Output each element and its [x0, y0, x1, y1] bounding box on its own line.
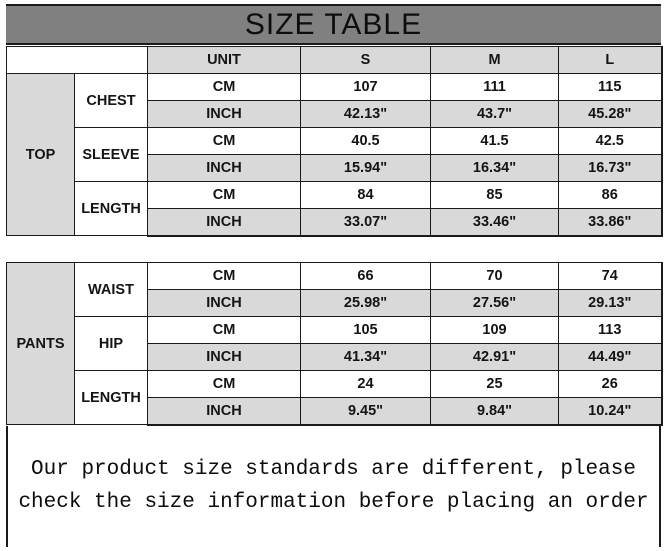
value-cell-s-inch: 25.98" — [300, 289, 431, 317]
table-header-row: UNIT S M L — [6, 46, 663, 74]
unit-cell-cm: CM — [147, 181, 301, 209]
value-cell-l-cm: 113 — [558, 316, 663, 344]
measure-label-waist: WAIST — [74, 262, 148, 317]
header-unit-cell: UNIT — [147, 46, 301, 74]
table-row: INCH 9.45" 9.84" 10.24" — [7, 397, 663, 426]
unit-cell-inch: INCH — [147, 343, 301, 371]
pants-table-body: PANTS WAIST CM 66 70 74 INCH 25.98" 27.56" 29.13"… — [6, 262, 663, 426]
footer-note-line-1: Our product size standards are different… — [31, 457, 636, 481]
value-cell-m-cm: 109 — [430, 316, 559, 344]
value-cell-s-cm: 105 — [300, 316, 431, 344]
value-cell-l-cm: 26 — [558, 370, 663, 398]
page-title: SIZE TABLE — [244, 7, 423, 41]
value-cell-l-inch: 45.28" — [558, 100, 663, 128]
value-cell-l-cm: 42.5 — [558, 127, 663, 155]
value-cell-l-cm: 86 — [558, 181, 663, 209]
value-cell-m-cm: 111 — [430, 73, 559, 101]
value-cell-l-inch: 16.73" — [558, 154, 663, 182]
value-cell-m-inch: 27.56" — [430, 289, 559, 317]
value-cell-s-cm: 84 — [300, 181, 431, 209]
unit-cell-inch: INCH — [147, 397, 301, 426]
table-row: LENGTH CM 24 25 26 — [7, 370, 663, 425]
measure-label-chest: CHEST — [74, 73, 148, 128]
value-cell-m-inch: 33.46" — [430, 208, 559, 237]
table-row: INCH 33.07" 33.46" 33.86" — [7, 208, 663, 237]
footer-note-line-2: check the size information before placin… — [18, 490, 649, 514]
unit-cell-inch: INCH — [147, 154, 301, 182]
value-cell-s-cm: 66 — [300, 262, 431, 290]
measure-label-length: LENGTH — [74, 370, 148, 425]
pants-size-table: PANTS WAIST CM 66 70 74 INCH 25.98" 27.56" 29.13"… — [6, 262, 663, 426]
value-cell-l-cm: 115 — [558, 73, 663, 101]
value-cell-s-cm: 40.5 — [300, 127, 431, 155]
value-cell-l-inch: 44.49" — [558, 343, 663, 371]
table-row: INCH 42.13" 43.7" 45.28" — [7, 100, 663, 128]
unit-cell-inch: INCH — [147, 100, 301, 128]
footer-note: Our product size standards are different… — [6, 426, 661, 547]
group-label-top: TOP — [6, 73, 75, 236]
value-cell-m-inch: 16.34" — [430, 154, 559, 182]
table-row: PANTS WAIST CM 66 70 74 — [6, 262, 663, 425]
header-size-cell-s: S — [300, 46, 431, 74]
value-cell-l-inch: 10.24" — [558, 397, 663, 426]
group-label-pants: PANTS — [6, 262, 75, 425]
measure-label-sleeve: SLEEVE — [74, 127, 148, 182]
table-row: INCH 15.94" 16.34" 16.73" — [7, 154, 663, 182]
top-table-body: UNIT S M L TOP CHEST CM 107 111 115 INCH 42.13" 43.7… — [6, 46, 663, 237]
unit-cell-cm: CM — [147, 370, 301, 398]
value-cell-s-cm: 24 — [300, 370, 431, 398]
value-cell-m-cm: 41.5 — [430, 127, 559, 155]
top-size-table: UNIT S M L TOP CHEST CM 107 111 115 INCH 42.13" 43.7… — [6, 46, 663, 237]
table-row: HIP CM 105 109 113 — [7, 316, 663, 371]
value-cell-m-cm: 85 — [430, 181, 559, 209]
value-cell-s-inch: 42.13" — [300, 100, 431, 128]
unit-cell-inch: INCH — [147, 289, 301, 317]
value-cell-s-cm: 107 — [300, 73, 431, 101]
unit-cell-cm: CM — [147, 316, 301, 344]
table-row: INCH 25.98" 27.56" 29.13" — [7, 289, 663, 317]
page-title-bar: SIZE TABLE — [6, 4, 661, 45]
header-blank-cell — [6, 46, 148, 74]
value-cell-s-inch: 41.34" — [300, 343, 431, 371]
value-cell-m-cm: 70 — [430, 262, 559, 290]
value-cell-m-inch: 9.84" — [430, 397, 559, 426]
table-row: SLEEVE CM 40.5 41.5 42.5 — [7, 127, 663, 182]
value-cell-s-inch: 33.07" — [300, 208, 431, 237]
header-size-cell-m: M — [430, 46, 559, 74]
unit-cell-cm: CM — [147, 127, 301, 155]
value-cell-l-inch: 29.13" — [558, 289, 663, 317]
table-row: LENGTH CM 84 85 86 — [7, 181, 663, 236]
unit-cell-cm: CM — [147, 73, 301, 101]
value-cell-m-inch: 42.91" — [430, 343, 559, 371]
value-cell-l-inch: 33.86" — [558, 208, 663, 237]
table-row: TOP CHEST CM 107 111 115 — [6, 73, 663, 236]
value-cell-m-inch: 43.7" — [430, 100, 559, 128]
header-size-cell-l: L — [558, 46, 663, 74]
value-cell-s-inch: 9.45" — [300, 397, 431, 426]
unit-cell-inch: INCH — [147, 208, 301, 237]
measure-label-length: LENGTH — [74, 181, 148, 236]
value-cell-l-cm: 74 — [558, 262, 663, 290]
unit-cell-cm: CM — [147, 262, 301, 290]
value-cell-s-inch: 15.94" — [300, 154, 431, 182]
measure-label-hip: HIP — [74, 316, 148, 371]
value-cell-m-cm: 25 — [430, 370, 559, 398]
